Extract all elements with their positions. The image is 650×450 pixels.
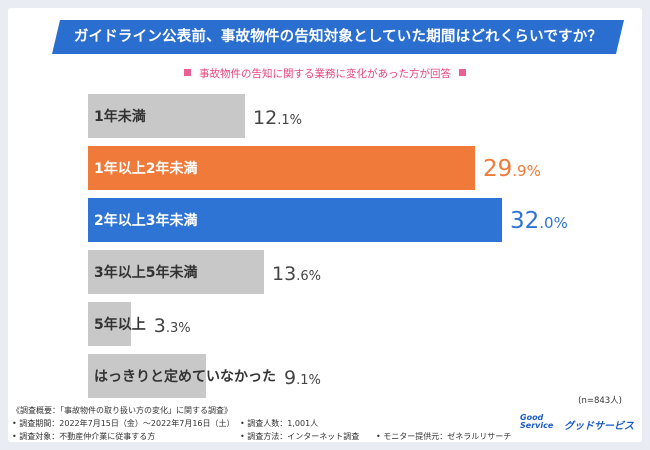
value-label-6: 9.1% xyxy=(284,367,321,389)
bar-label-6: はっきりと定めていなかった xyxy=(94,368,276,385)
logo-good-text: Good xyxy=(520,413,544,422)
value-label-5: 3.3% xyxy=(154,315,191,337)
footnote-method: • 調査方法：インターネット調査 xyxy=(240,432,360,441)
footnote-respondents: • 調査人数：1,001人 xyxy=(240,419,319,428)
footnote-period: • 調査期間：2022年7月15日（金）〜2022年7月16日（土） xyxy=(12,419,235,428)
brand-logo: Good Service グッドサービス xyxy=(520,414,640,436)
logo-name-text: グッドサービス xyxy=(564,421,634,432)
bar-5 xyxy=(88,302,131,346)
chart-title: ガイドライン公表前、事故物件の告知対象としていた期間はどれくらいですか？ xyxy=(73,29,603,45)
title-banner: ガイドライン公表前、事故物件の告知対象としていた期間はどれくらいですか？ xyxy=(52,20,624,54)
value-label-4: 13.6% xyxy=(272,263,321,285)
bar-label-2: 1年以上2年未満 xyxy=(94,160,197,177)
logo-service-text: Service xyxy=(520,421,554,430)
value-label-1: 12.1% xyxy=(253,107,302,129)
footnote-target: • 調査対象：不動産仲介業に従事する方 xyxy=(12,432,156,441)
value-label-2: 29.9% xyxy=(483,156,541,182)
subtitle-text: 事故物件の告知に関する業務に変化があった方が回答 xyxy=(199,68,451,80)
bar-label-4: 3年以上5年未満 xyxy=(94,264,197,281)
bar-4 xyxy=(88,250,264,294)
bar-label-3: 2年以上3年未満 xyxy=(94,212,197,229)
bar-label-1: 1年未満 xyxy=(94,108,146,125)
sample-size: (n=843人) xyxy=(578,396,622,406)
banner-shape xyxy=(52,20,624,54)
subtitle-square-left xyxy=(184,69,191,76)
bar-3 xyxy=(88,198,502,242)
chart-subtitle: 事故物件の告知に関する業務に変化があった方が回答 xyxy=(0,66,650,81)
footnote-survey-title: 《調査概要：「事故物件の取り扱い方の変化」に関する調査》 xyxy=(12,406,232,415)
bar-2 xyxy=(88,146,475,190)
footnote-provider: • モニター提供元：ゼネラルリサーチ xyxy=(376,432,512,441)
subtitle-square-right xyxy=(459,69,466,76)
value-label-3: 32.0% xyxy=(510,208,568,234)
bar-6 xyxy=(88,354,206,398)
bar-1 xyxy=(88,94,245,138)
bar-label-5: 5年以上 xyxy=(94,316,146,333)
